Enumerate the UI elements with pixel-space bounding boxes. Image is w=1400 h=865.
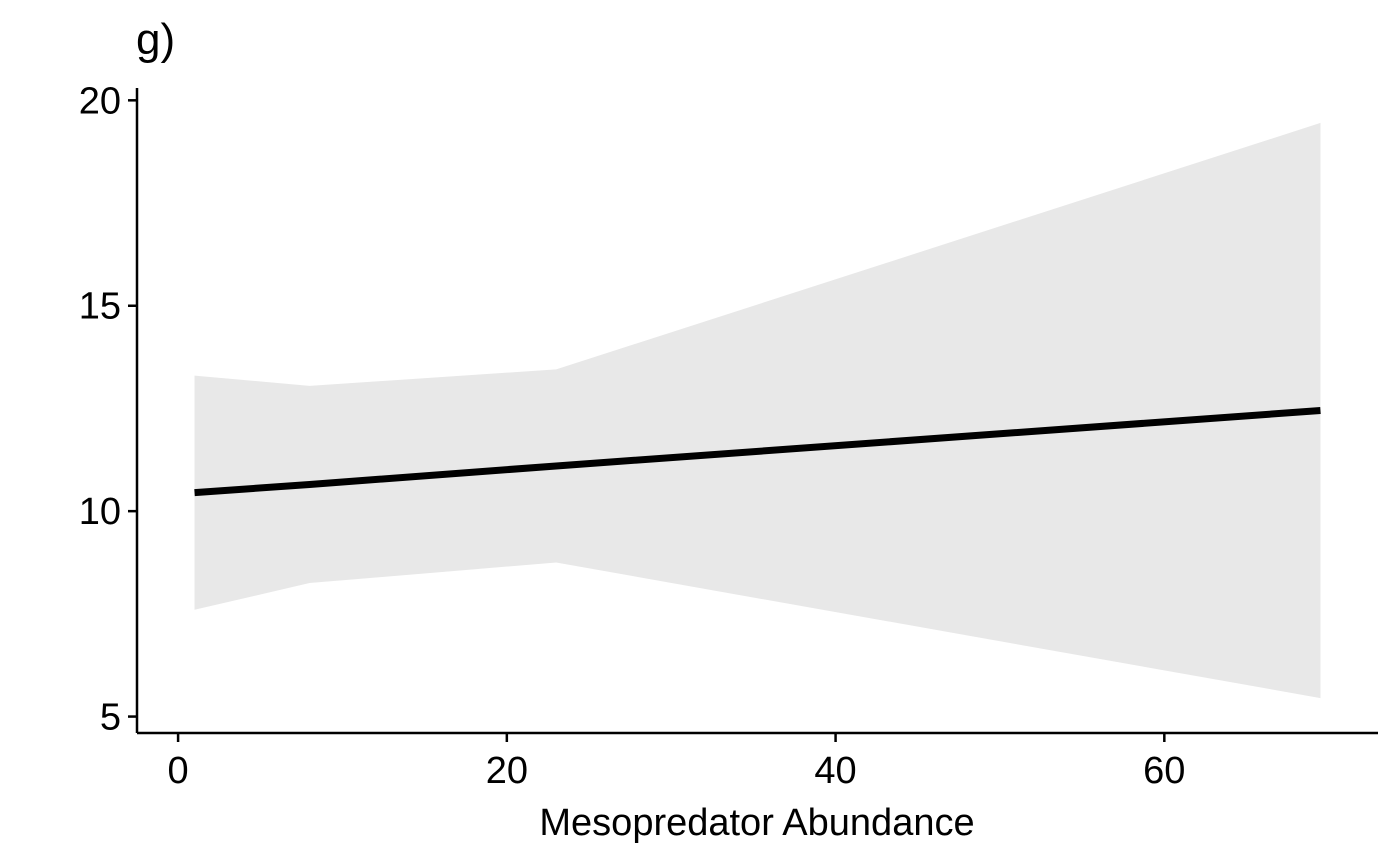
x-axis-title: Mesopredator Abundance (539, 802, 974, 844)
x-tick-label: 60 (1143, 750, 1185, 792)
y-tick-label: 20 (79, 80, 121, 122)
x-tick-label: 40 (814, 750, 856, 792)
confidence-ribbon (194, 122, 1321, 699)
y-tick-label: 5 (100, 697, 121, 739)
panel-label: g) (136, 15, 176, 64)
confidence-ribbon-layer (194, 122, 1321, 699)
series-line-layer (194, 407, 1321, 497)
x-tick-label: 20 (486, 750, 528, 792)
y-tick-label: 10 (79, 491, 121, 533)
y-tick-label: 15 (79, 286, 121, 328)
axes: 5 10 15 20 0 20 40 60 (79, 80, 1378, 792)
series-line-0 (194, 407, 1321, 497)
x-tick-label: 0 (168, 750, 189, 792)
